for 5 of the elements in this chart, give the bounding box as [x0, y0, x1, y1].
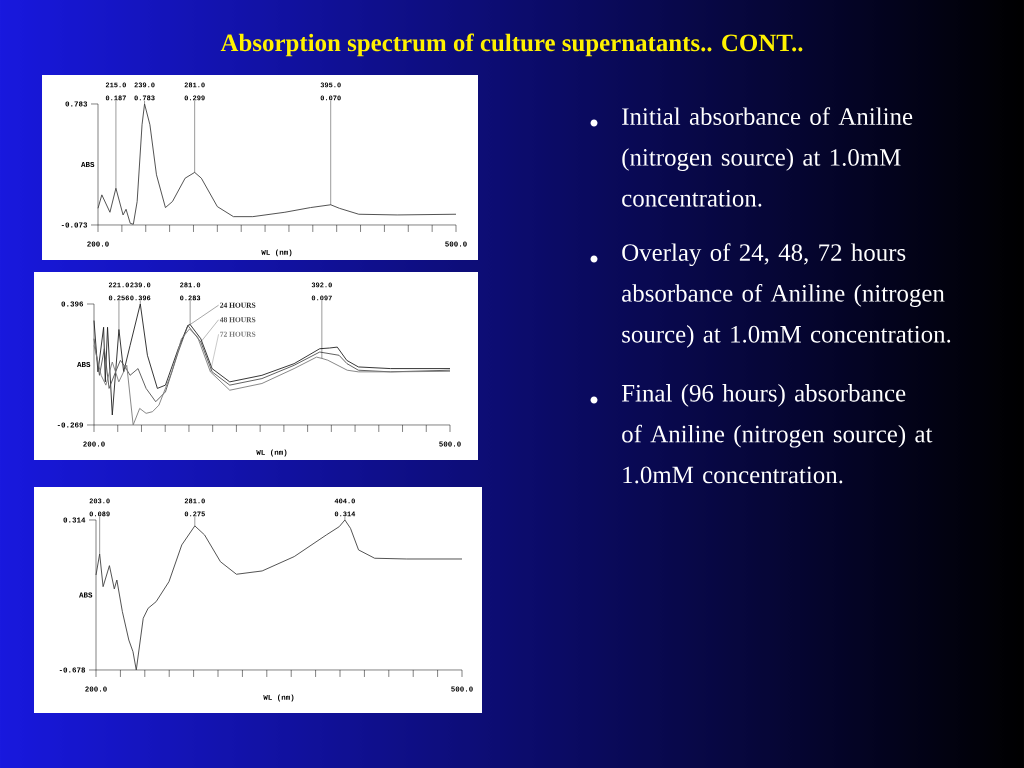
text: Overlay of 24, 48, 72 hours absorbance of Aniline (nitrogen source) at 1.0mM concentration. — [622, 243, 951, 348]
line-series — [93, 303, 451, 416]
text: Absorption spectrum of culture supernatants.. CONT.. — [220, 33, 803, 57]
text: Final (96 hours) absorbance of Aniline (nitrogen source) at 1.0mM concentration. — [621, 384, 933, 484]
text: Initial absorbance of Aniline (nitrogen source) at 1.0mM concentration. — [622, 107, 913, 207]
